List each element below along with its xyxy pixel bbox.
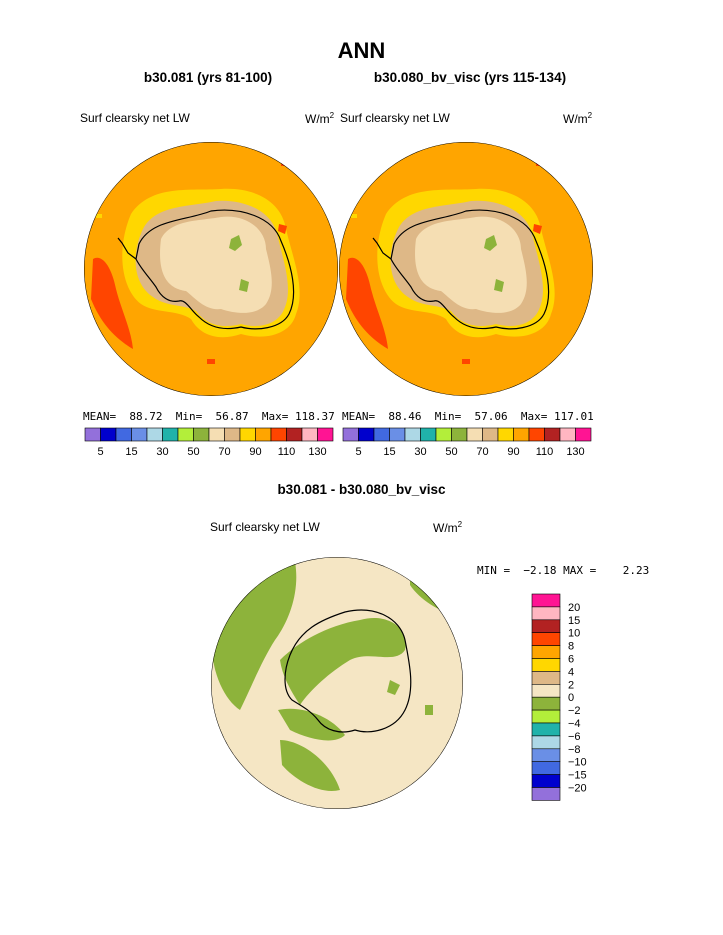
colorbar-tick-label: 110 [278, 446, 296, 458]
diff-map [211, 557, 463, 809]
colorbar-swatch [482, 427, 499, 442]
colorbar-tick-label: 30 [414, 446, 426, 458]
colorbar-tick-label: −8 [568, 744, 581, 756]
colorbar-swatch [531, 671, 561, 685]
colorbar-swatch [531, 748, 561, 762]
panel1-stats: MEAN= 88.72 Min= 56.87 Max= 118.37 [83, 410, 335, 423]
diff-subtitle: b30.081 - b30.080_bv_visc [277, 482, 446, 497]
colorbar-swatch [193, 427, 210, 442]
panel1-subtitle: b30.081 (yrs 81-100) [143, 70, 273, 85]
colorbar-swatch [358, 427, 375, 442]
colorbar-swatch [301, 427, 318, 442]
panel2-units: W/m2 [563, 111, 593, 126]
colorbar-tick-label: 50 [187, 446, 199, 458]
colorbar-tick-label: 90 [249, 446, 261, 458]
colorbar-swatch [531, 658, 561, 672]
colorbar-tick-label: −20 [568, 783, 587, 795]
panel2-colorbar: 5 15 30 50 70 90 110 130 [342, 427, 592, 458]
colorbar-swatch [404, 427, 421, 442]
colorbar-swatch [528, 427, 545, 442]
colorbar-tick-label: 130 [566, 446, 584, 458]
colorbar-tick-label: −2 [568, 705, 581, 717]
colorbar-swatch [435, 427, 452, 442]
colorbar-swatch [531, 593, 561, 608]
colorbar-swatch [531, 632, 561, 646]
colorbar-swatch [84, 427, 101, 442]
colorbar-swatch [531, 696, 561, 711]
colorbar-swatch [531, 787, 561, 801]
colorbar-tick-label: 70 [476, 446, 488, 458]
colorbar-swatch [270, 427, 287, 442]
colorbar-swatch [575, 427, 592, 442]
colorbar-swatch [389, 427, 406, 442]
colorbar-swatch [239, 427, 256, 442]
colorbar-tick-label: 15 [568, 615, 580, 627]
colorbar-swatch [531, 735, 561, 750]
colorbar-swatch [466, 427, 483, 442]
colorbar-swatch [531, 722, 561, 737]
colorbar-tick-label: 4 [568, 666, 574, 678]
colorbar-tick-label: 10 [568, 628, 580, 640]
colorbar-swatch [451, 427, 468, 442]
colorbar-tick-label: 30 [156, 446, 168, 458]
panel2-stats: MEAN= 88.46 Min= 57.06 Max= 117.01 [342, 410, 594, 423]
colorbar-swatch [544, 427, 561, 442]
colorbar-swatch [286, 427, 303, 442]
panel1-variable-label: Surf clearsky net LW [80, 111, 190, 125]
colorbar-swatch [497, 427, 514, 442]
colorbar-swatch [146, 427, 163, 442]
page-title: ANN [337, 38, 386, 63]
colorbar-tick-label: 90 [507, 446, 519, 458]
colorbar-tick-label: 50 [445, 446, 457, 458]
colorbar-swatch [255, 427, 272, 442]
colorbar-swatch [531, 761, 561, 775]
colorbar-tick-label: 130 [308, 446, 326, 458]
colorbar-swatch [559, 427, 576, 442]
colorbar-swatch [531, 645, 561, 659]
colorbar-swatch [162, 427, 179, 442]
colorbar-swatch [513, 427, 530, 442]
colorbar-tick-label: 0 [568, 692, 574, 704]
colorbar-tick-label: 8 [568, 641, 574, 653]
panel2-map [339, 142, 593, 396]
panel2-subtitle: b30.080_bv_visc (yrs 115-134) [373, 70, 567, 85]
colorbar-swatch [531, 709, 561, 724]
colorbar-swatch [224, 427, 241, 442]
colorbar-tick-label: −10 [568, 757, 587, 769]
colorbar-tick-label: 5 [97, 446, 103, 458]
panel2-variable-label: Surf clearsky net LW [340, 111, 450, 125]
colorbar-swatch [131, 427, 148, 442]
panel1-units: W/m2 [305, 111, 335, 126]
colorbar-tick-label: 70 [218, 446, 230, 458]
colorbar-tick-label: −4 [568, 718, 581, 730]
colorbar-swatch [100, 427, 117, 442]
colorbar-swatch [531, 619, 561, 633]
colorbar-swatch [531, 683, 561, 698]
colorbar-tick-label: −6 [568, 731, 581, 743]
diff-variable-label: Surf clearsky net LW [210, 520, 320, 534]
colorbar-swatch [373, 427, 390, 442]
colorbar-tick-label: 15 [383, 446, 395, 458]
panel1-map [84, 142, 338, 396]
colorbar-swatch [531, 606, 561, 621]
colorbar-tick-label: 5 [355, 446, 361, 458]
panel1-colorbar: 5 15 30 50 70 90 110 130 [84, 427, 334, 458]
colorbar-tick-label: 110 [536, 446, 554, 458]
colorbar-tick-label: −15 [568, 770, 587, 782]
colorbar-swatch [531, 774, 561, 788]
colorbar-tick-label: 15 [125, 446, 137, 458]
colorbar-swatch [208, 427, 225, 442]
colorbar-swatch [115, 427, 132, 442]
colorbar-tick-label: 6 [568, 654, 574, 666]
colorbar-swatch [420, 427, 437, 442]
colorbar-tick-label: 2 [568, 679, 574, 691]
colorbar-swatch [177, 427, 194, 442]
colorbar-swatch [342, 427, 359, 442]
diff-minmax: MIN = −2.18 MAX = 2.23 [477, 564, 650, 577]
colorbar-swatch [317, 427, 334, 442]
diff-units: W/m2 [433, 520, 463, 535]
colorbar-tick-label: 20 [568, 602, 580, 614]
